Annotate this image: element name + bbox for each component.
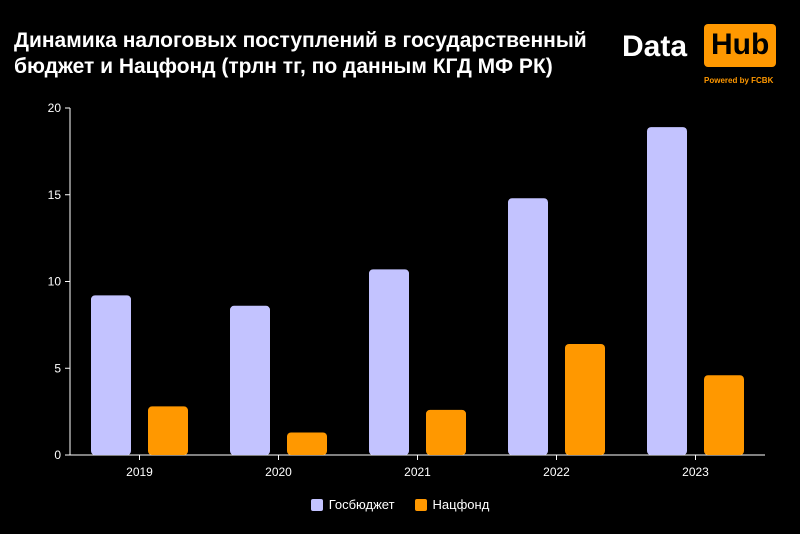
x-tick-label: 2019 [126,465,153,479]
bar-gosbudget-2021 [369,269,409,455]
legend-item-gosbudget: Госбюджет [310,497,395,512]
bar-gosbudget-2022 [508,198,548,455]
legend-swatch-gosbudget [310,498,323,511]
bar-natsfond-2022 [565,343,605,455]
logo-hub-text: Hub [704,24,777,67]
legend-label-natsfond: Нацфонд [432,497,490,512]
bar-natsfond-2020 [287,432,327,455]
logo-tagline: Powered by FCBK [704,76,774,85]
datahub-logo: Data Hub Powered by FCBK [622,22,792,92]
legend-label-gosbudget: Госбюджет [328,497,395,512]
bar-natsfond-2023 [704,375,744,455]
y-tick-label: 5 [54,361,61,375]
bar-gosbudget-2020 [230,305,270,455]
chart-legend: Госбюджет Нацфонд [0,497,800,512]
x-tick-label: 2023 [682,465,709,479]
chart-title: Динамика налоговых поступлений в государ… [14,29,587,78]
x-tick-label: 2022 [543,465,570,479]
y-tick-label: 0 [54,448,61,462]
bar-gosbudget-2023 [647,127,687,456]
bar-natsfond-2021 [426,409,466,455]
x-tick-label: 2021 [404,465,431,479]
bar-gosbudget-2019 [91,295,131,455]
y-tick-label: 10 [48,275,62,289]
logo-data-text: Data [622,30,688,63]
legend-item-natsfond: Нацфонд [414,497,490,512]
y-tick-label: 20 [48,101,62,115]
x-tick-label: 2020 [265,465,292,479]
legend-swatch-natsfond [414,498,427,511]
bar-natsfond-2019 [148,406,188,455]
y-tick-label: 15 [48,188,62,202]
